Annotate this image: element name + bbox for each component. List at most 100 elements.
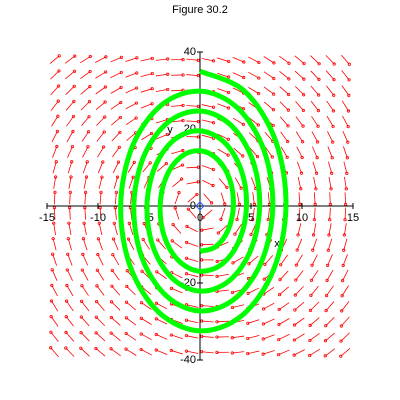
field-arrow (326, 115, 334, 127)
field-arrow-head (241, 107, 246, 111)
field-arrow (66, 300, 74, 312)
field-arrow (111, 301, 121, 311)
field-arrow-head (72, 84, 76, 88)
field-arrow (53, 192, 56, 205)
field-arrow (344, 207, 347, 220)
field-arrow (341, 85, 350, 96)
field-arrow-head (65, 268, 69, 272)
field-arrow-head (331, 109, 336, 113)
field-arrow (217, 133, 229, 140)
field-arrow (311, 116, 319, 127)
field-arrow (186, 166, 199, 169)
field-arrow-head (249, 232, 253, 237)
field-arrow (263, 86, 274, 95)
field-arrow-head (286, 108, 291, 112)
field-arrow-head (302, 77, 306, 81)
field-arrow-head (216, 231, 220, 235)
field-arrow (201, 243, 214, 246)
field-arrow-head (51, 252, 55, 256)
field-arrow (236, 207, 240, 220)
field-arrow-head (345, 171, 349, 175)
field-arrow (50, 331, 59, 342)
field-arrow-head (50, 268, 54, 272)
field-arrow (66, 131, 74, 143)
field-arrow (309, 317, 320, 326)
field-arrow-head (342, 248, 346, 252)
field-arrow (310, 100, 319, 111)
field-arrow-head (185, 240, 189, 245)
field-arrow-head (184, 334, 189, 338)
field-arrow (186, 58, 199, 61)
field-arrow (65, 70, 75, 80)
field-arrow-head (247, 262, 251, 266)
field-arrow (112, 161, 119, 174)
field-arrow (125, 72, 137, 78)
field-arrow (141, 286, 152, 295)
field-arrow-head (82, 221, 86, 225)
field-arrow (218, 178, 228, 188)
field-arrow-head (113, 206, 117, 210)
field-arrow-head (71, 114, 76, 119)
field-arrow-head (83, 206, 87, 210)
field-arrow-head (135, 71, 139, 75)
field-arrow-head (341, 263, 345, 268)
field-arrow-head (140, 269, 144, 273)
field-arrow-head (301, 124, 305, 128)
field-arrow (111, 270, 120, 281)
field-arrow-head (86, 130, 91, 134)
field-arrow (51, 300, 59, 312)
field-arrow-head (339, 354, 343, 358)
field-arrow (295, 101, 304, 111)
field-arrow (98, 223, 103, 236)
field-arrow-head (68, 190, 72, 194)
field-arrow-head (166, 87, 170, 92)
field-arrow-head (54, 160, 58, 164)
field-arrow (84, 192, 87, 205)
field-arrow-head (277, 337, 281, 342)
field-arrow-head (271, 123, 275, 128)
field-arrow-head (104, 55, 108, 59)
field-arrow-head (293, 293, 297, 297)
field-arrow-head (263, 262, 267, 267)
field-arrow-head (110, 284, 114, 288)
field-arrow (201, 335, 214, 338)
field-arrow-head (184, 272, 189, 276)
field-arrow (201, 134, 214, 139)
field-arrow (232, 335, 245, 339)
field-arrow-head (57, 54, 61, 58)
field-arrow (267, 192, 270, 205)
field-arrow (143, 177, 150, 189)
field-arrow-head (308, 353, 312, 358)
field-arrow-head (293, 308, 297, 312)
field-arrow-head (255, 155, 260, 159)
field-arrow-head (52, 221, 56, 225)
field-arrow-head (180, 163, 185, 167)
field-arrow (217, 72, 229, 78)
field-arrow (172, 178, 182, 188)
field-arrow (126, 286, 136, 296)
field-arrow-head (235, 217, 239, 222)
field-arrow-head (271, 108, 276, 112)
field-arrow-head (332, 78, 336, 82)
x-tick-label: 15 (347, 212, 359, 224)
field-arrow-head (285, 155, 289, 159)
field-arrow-head (84, 175, 89, 179)
field-arrow (279, 286, 289, 295)
field-arrow (344, 176, 347, 189)
field-arrow (171, 164, 183, 171)
field-arrow (217, 148, 229, 156)
field-arrow-head (164, 162, 168, 166)
field-arrow (232, 57, 244, 63)
field-arrow (328, 223, 332, 236)
field-arrow-head (308, 338, 312, 343)
field-arrow (140, 88, 153, 93)
field-arrow-head (171, 222, 175, 227)
field-arrow (81, 116, 90, 127)
field-arrow (296, 238, 303, 251)
field-arrow-head (150, 71, 154, 76)
field-arrow-head (277, 292, 282, 297)
field-arrow (83, 176, 87, 189)
field-arrow-head (346, 109, 351, 113)
field-arrow-head (297, 218, 301, 222)
field-arrow-head (102, 130, 106, 134)
